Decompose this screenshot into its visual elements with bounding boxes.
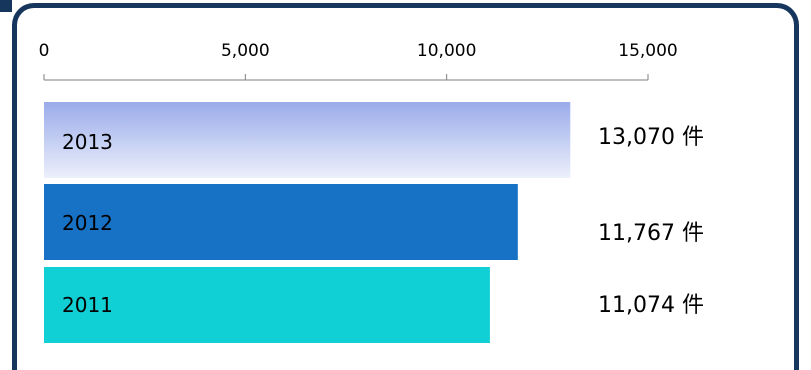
x-tick-label: 5,000 bbox=[221, 41, 270, 61]
value-label: 11,074 件 bbox=[598, 293, 704, 318]
bar-2012 bbox=[44, 184, 518, 260]
bar-2011 bbox=[44, 267, 490, 343]
bar-2013 bbox=[44, 102, 571, 178]
x-tick-label: 10,000 bbox=[417, 41, 476, 61]
frame-corner bbox=[0, 0, 12, 12]
value-label: 11,767 件 bbox=[598, 221, 704, 246]
x-tick-label: 0 bbox=[39, 41, 50, 61]
x-axis: 0 5,000 10,000 15,000 bbox=[39, 41, 678, 81]
value-label: 13,070 件 bbox=[598, 125, 704, 150]
category-label: 2012 bbox=[62, 211, 113, 235]
category-label: 2011 bbox=[62, 293, 113, 317]
bars bbox=[44, 102, 571, 343]
labels: 2013 13,070 件 2012 11,767 件 2011 11,074 件 bbox=[62, 125, 704, 318]
category-label: 2013 bbox=[62, 130, 113, 154]
x-tick-label: 15,000 bbox=[618, 41, 677, 61]
